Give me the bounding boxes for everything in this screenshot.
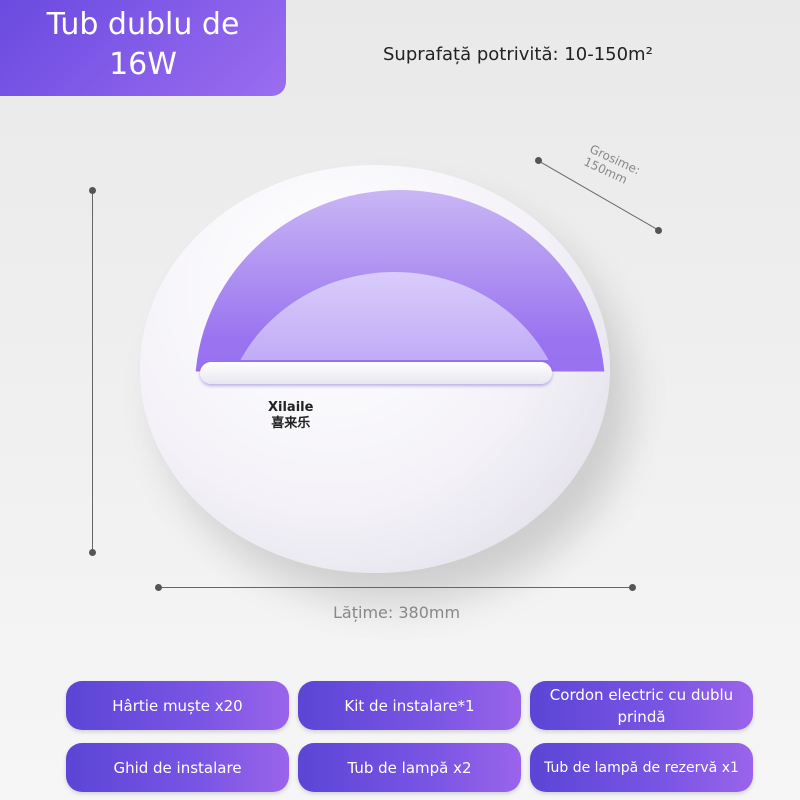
brand-logo: Xilaile 喜来乐 (268, 400, 313, 432)
title-banner: Tub dublu de 16W (0, 0, 286, 96)
brand-cn: 喜来乐 (271, 416, 311, 431)
dim-dot (89, 187, 96, 194)
dim-dot (655, 227, 662, 234)
accessory-badge: Cordon electric cu dublu prindă (530, 681, 753, 730)
uv-tube (200, 362, 552, 384)
thickness-label: Grosime: 150mm (582, 142, 643, 190)
accessories-grid: Hârtie muște x20 Kit de instalare*1 Cord… (66, 681, 758, 792)
accessory-badge: Tub de lampă de rezervă x1 (530, 743, 753, 792)
accessory-badge: Ghid de instalare (66, 743, 289, 792)
dim-dot (89, 549, 96, 556)
accessory-badge: Tub de lampă x2 (298, 743, 521, 792)
dim-dot (629, 584, 636, 591)
dim-dot (535, 157, 542, 164)
title-line-1: Tub dublu de (46, 7, 240, 42)
brand-latin: Xilaile (268, 400, 314, 415)
width-label: Lățime: 380mm (333, 603, 461, 622)
width-dimension-line (158, 587, 632, 588)
accessory-badge: Hârtie muște x20 (66, 681, 289, 730)
title-line-2: 16W (109, 47, 177, 82)
height-dimension-line (92, 190, 93, 552)
dim-dot (155, 584, 162, 591)
area-text: Suprafață potrivită: 10-150m² (383, 44, 653, 65)
accessory-badge: Kit de instalare*1 (298, 681, 521, 730)
